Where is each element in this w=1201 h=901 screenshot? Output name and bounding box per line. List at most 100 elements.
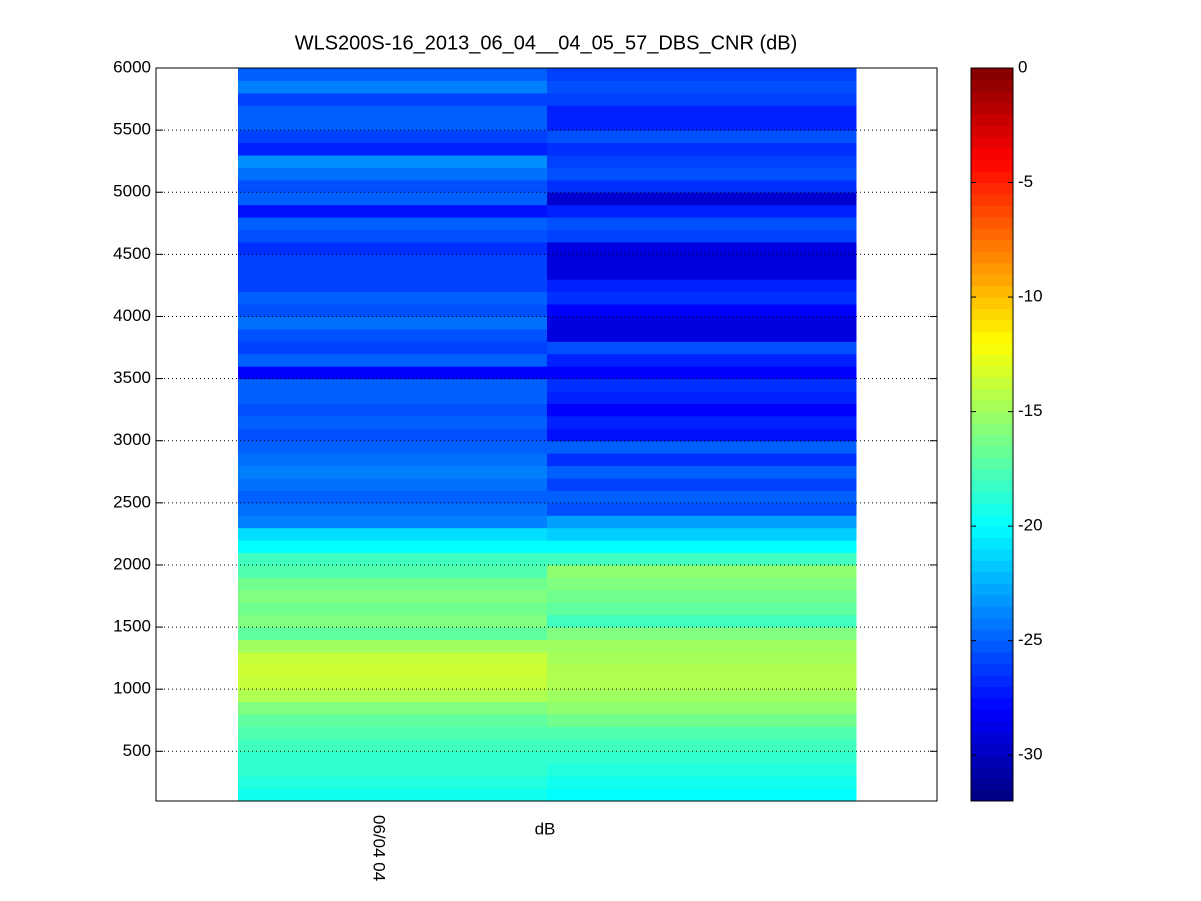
heatmap-cell xyxy=(547,378,857,392)
heatmap-cell xyxy=(238,564,548,578)
colorbar-swatch xyxy=(971,159,1013,172)
heatmap-cell xyxy=(238,192,548,206)
colorbar-swatch xyxy=(971,583,1013,596)
colorbar-swatch xyxy=(971,709,1013,722)
colorbar-swatch xyxy=(971,457,1013,470)
colorbar-swatch xyxy=(971,606,1013,619)
heatmap-cell xyxy=(238,714,548,727)
heatmap-cell xyxy=(238,651,548,665)
heatmap-cell xyxy=(238,117,548,131)
heatmap-cell xyxy=(238,403,548,417)
y-tick-label: 5000 xyxy=(113,182,151,201)
y-tick-label: 1000 xyxy=(113,679,151,698)
heatmap-cell xyxy=(238,328,548,342)
heatmap-cell xyxy=(238,465,548,479)
colorbar-swatch xyxy=(971,205,1013,218)
heatmap-cell xyxy=(238,316,548,330)
colorbar-swatch xyxy=(971,68,1013,80)
colorbar-swatch xyxy=(971,171,1013,184)
heatmap-cell xyxy=(238,602,548,616)
heatmap-cell xyxy=(238,540,548,554)
heatmap-cell xyxy=(547,664,857,678)
heatmap-cell xyxy=(547,577,857,591)
colorbar-tick-label: -30 xyxy=(1018,745,1043,764)
heatmap-cell xyxy=(238,751,548,765)
colorbar-swatch xyxy=(971,342,1013,355)
heatmap-cell xyxy=(547,80,857,94)
heatmap-cell xyxy=(238,788,548,802)
colorbar-swatch xyxy=(971,388,1013,401)
heatmap-cell xyxy=(547,701,857,715)
heatmap-cell xyxy=(547,726,857,740)
colorbar-swatch xyxy=(971,113,1013,126)
colorbar-swatch xyxy=(971,720,1013,733)
heatmap-cell xyxy=(238,428,548,442)
heatmap-cell xyxy=(238,291,548,305)
heatmap-cell xyxy=(238,577,548,591)
colorbar-swatch xyxy=(971,136,1013,149)
colorbar-tick-label: -10 xyxy=(1018,287,1043,306)
colorbar-swatch xyxy=(971,629,1013,642)
heatmap-cell xyxy=(547,105,857,119)
heatmap-cell xyxy=(547,714,857,727)
heatmap-cell xyxy=(547,266,857,280)
heatmap-cell xyxy=(547,391,857,404)
heatmap-cell xyxy=(238,304,548,317)
colorbar-swatch xyxy=(971,526,1013,539)
colorbar-swatch xyxy=(971,102,1013,115)
heatmap-cell xyxy=(238,167,548,181)
colorbar-tick-label: -20 xyxy=(1018,516,1043,535)
heatmap-cell xyxy=(547,564,857,578)
colorbar-swatch xyxy=(971,549,1013,561)
heatmap-cell xyxy=(547,167,857,181)
heatmap-cell xyxy=(547,602,857,616)
heatmap-cell xyxy=(238,241,548,255)
colorbar-swatch xyxy=(971,182,1013,195)
heatmap-cell xyxy=(238,527,548,541)
colorbar-swatch xyxy=(971,480,1013,493)
heatmap-cell xyxy=(547,465,857,479)
heatmap-cell xyxy=(238,130,548,144)
heatmap-cell xyxy=(547,229,857,243)
heatmap-cell xyxy=(238,142,548,156)
colorbar-swatch xyxy=(971,251,1013,264)
colorbar-swatch xyxy=(971,766,1013,779)
heatmap-cell xyxy=(238,80,548,94)
colorbar-swatch xyxy=(971,697,1013,710)
colorbar-swatch xyxy=(971,468,1013,481)
heatmap-cell xyxy=(547,291,857,305)
colorbar-tick-label: -25 xyxy=(1018,630,1043,649)
chart-title: WLS200S-16_2013_06_04__04_05_57_DBS_CNR … xyxy=(295,32,798,54)
heatmap-cell xyxy=(238,614,548,628)
heatmap-cell xyxy=(547,676,857,690)
heatmap-cell xyxy=(547,117,857,131)
colorbar-swatch xyxy=(971,319,1013,332)
colorbar-swatch xyxy=(971,411,1013,424)
colorbar-swatch xyxy=(971,571,1013,584)
heatmap-cell xyxy=(547,515,857,529)
heatmap-cell xyxy=(547,527,857,541)
heatmap-cell xyxy=(238,353,548,367)
heatmap-cell xyxy=(547,614,857,628)
heatmap-cell xyxy=(547,142,857,156)
heatmap-cell xyxy=(238,279,548,293)
colorbar-swatch xyxy=(971,755,1013,768)
y-tick-label: 500 xyxy=(123,741,151,760)
heatmap-cell xyxy=(547,589,857,603)
heatmap-cell xyxy=(238,676,548,690)
y-tick-label: 3000 xyxy=(113,430,151,449)
colorbar-swatch xyxy=(971,686,1013,699)
heatmap-cell xyxy=(547,241,857,255)
colorbar-swatch xyxy=(971,193,1013,206)
colorbar-swatch xyxy=(971,308,1013,321)
heatmap-cell xyxy=(547,403,857,417)
heatmap-cell xyxy=(547,217,857,231)
heatmap-cell xyxy=(547,316,857,330)
colorbar-tick-label: -5 xyxy=(1018,172,1033,191)
y-tick-label: 4500 xyxy=(113,244,151,263)
heatmap-cell xyxy=(547,552,857,566)
heatmap-cell xyxy=(238,266,548,280)
heatmap-cell xyxy=(238,154,548,168)
colorbar-swatch xyxy=(971,423,1013,435)
